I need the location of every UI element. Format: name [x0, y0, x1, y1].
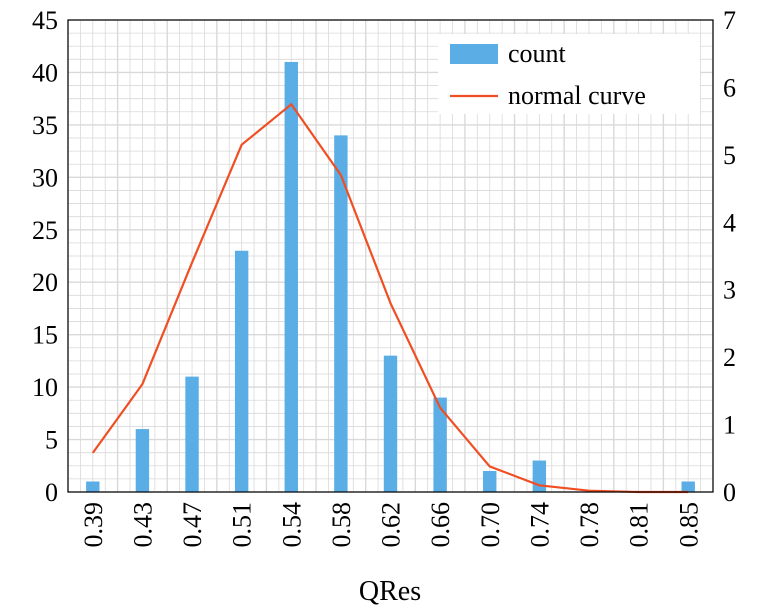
count-bar [433, 397, 447, 492]
right-axis-tick-label: 5 [723, 141, 736, 170]
count-bar [234, 250, 249, 492]
x-axis-tick-label: 0.62 [377, 502, 406, 548]
x-axis-tick-label: 0.43 [129, 502, 158, 548]
left-axis-ticks: 0 5 10 15 20 25 30 35 40 45 [32, 6, 58, 507]
x-axis-tick-label: 0.85 [674, 502, 703, 548]
left-axis-tick-label: 15 [32, 321, 58, 350]
count-bar [383, 355, 398, 492]
x-axis-tick-label: 0.54 [277, 502, 306, 548]
legend: count normal curve [438, 34, 700, 114]
count-bar [185, 376, 199, 492]
count-bar [86, 481, 100, 492]
x-axis-tick-label: 0.51 [228, 502, 257, 548]
right-axis-tick-label: 1 [723, 411, 736, 440]
x-axis-tick-label: 0.39 [79, 502, 108, 548]
left-axis-tick-label: 5 [45, 426, 58, 455]
x-axis-tick-label: 0.58 [327, 502, 356, 548]
x-axis-tick-label: 0.47 [178, 502, 207, 548]
right-axis-tick-label: 3 [723, 276, 736, 305]
legend-count-swatch [450, 44, 498, 64]
left-axis-tick-label: 45 [32, 6, 58, 35]
x-axis-tick-label: 0.74 [525, 502, 554, 548]
legend-normal-curve-label: normal curve [508, 81, 646, 110]
count-bar [334, 135, 348, 492]
left-axis-tick-label: 35 [32, 111, 58, 140]
x-axis-label: QRes [359, 576, 421, 607]
right-axis-tick-label: 0 [723, 478, 736, 507]
right-axis-tick-label: 6 [723, 73, 736, 102]
left-axis-tick-label: 40 [32, 58, 58, 87]
right-axis-tick-label: 7 [723, 6, 736, 35]
count-bar [135, 429, 150, 492]
left-axis-tick-label: 0 [45, 478, 58, 507]
count-bars [86, 61, 695, 492]
count-bar [532, 460, 547, 492]
count-bar [284, 61, 298, 492]
right-axis-tick-label: 2 [723, 343, 736, 372]
count-bar [483, 471, 497, 492]
x-axis-tick-label: 0.70 [476, 502, 505, 548]
plot-frame [67, 19, 714, 493]
right-axis-ticks: 0 1 2 3 4 5 6 7 [723, 6, 736, 507]
left-axis-tick-label: 30 [32, 163, 58, 192]
left-axis-tick-label: 10 [32, 373, 58, 402]
left-axis-tick-label: 25 [32, 216, 58, 245]
normal-curve-line [91, 102, 689, 494]
x-axis-ticks: 0.39 0.43 0.47 0.51 0.54 0.58 0.62 0.66 0.70 0.74… [79, 502, 703, 548]
x-axis-tick-label: 0.78 [575, 502, 604, 548]
left-axis-tick-label: 20 [32, 268, 58, 297]
x-axis-tick-label: 0.81 [625, 502, 654, 548]
x-axis-tick-label: 0.66 [426, 502, 455, 548]
right-axis-tick-label: 4 [723, 208, 736, 237]
legend-count-label: count [508, 39, 567, 68]
count-bar [681, 481, 695, 492]
